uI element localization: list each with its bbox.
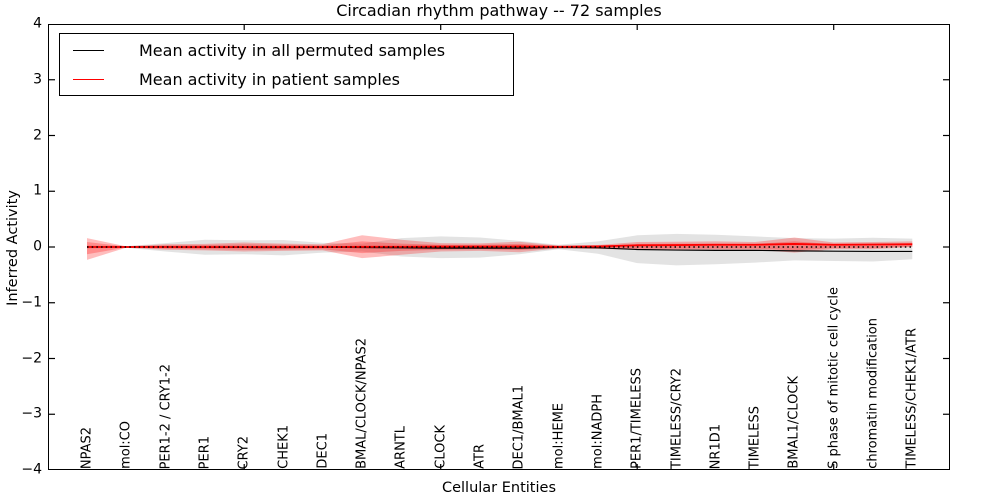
y-tick-label: 3 <box>33 71 42 88</box>
x-category-label: PER1-2 / CRY1-2 <box>158 363 174 469</box>
x-category-label: mol:HEME <box>551 402 567 469</box>
x-category-label: CLOCK <box>433 425 449 469</box>
x-category-label: TIMELESS/CRY2 <box>669 367 684 469</box>
y-tick-label: 2 <box>33 127 42 144</box>
y-tick-label: −3 <box>21 405 42 422</box>
y-tick-label: 0 <box>33 238 42 255</box>
x-category-label: TIMELESS/CHEK1/ATR <box>904 328 920 469</box>
legend-label: Mean activity in all permuted samples <box>139 40 446 60</box>
y-tick-label: 4 <box>33 15 42 32</box>
permuted-samples-range-band <box>87 233 913 266</box>
plot-area <box>48 24 950 470</box>
chart-title: Circadian rhythm pathway -- 72 samples <box>336 1 662 20</box>
x-category-label: ATR <box>472 444 488 469</box>
x-category-label: DEC1/BMAL1 <box>511 384 527 470</box>
x-category-label: PER1 <box>197 435 213 469</box>
x-category-label: TIMELESS <box>747 405 763 469</box>
x-axis-title: Cellular Entities <box>441 480 557 496</box>
legend-line-sample <box>73 78 104 80</box>
x-category-label: PER1/TIMELESS <box>629 368 645 469</box>
x-category-label: DEC1 <box>315 433 331 469</box>
y-tick-label: −2 <box>21 350 42 367</box>
y-tick-label: −4 <box>21 461 42 478</box>
x-category-label: CRY2 <box>236 435 252 470</box>
x-category-label: BMAL1/CLOCK <box>786 376 802 469</box>
legend-line-sample <box>73 49 104 51</box>
x-category-label: mol:NADPH <box>590 394 606 469</box>
x-category-label: NR1D1 <box>708 423 724 469</box>
x-category-label: S phase of mitotic cell cycle <box>826 287 842 469</box>
x-category-label: CHEK1 <box>276 425 291 469</box>
x-category-label: mol:CO <box>118 421 134 469</box>
x-category-label: BMAL/CLOCK/NPAS2 <box>354 338 370 469</box>
x-category-label: NPAS2 <box>79 426 95 469</box>
legend-entry-1: Mean activity in patient samples <box>73 67 513 91</box>
legend: Mean activity in all permuted samples Mea… <box>59 33 514 96</box>
x-category-label: ARNTL <box>393 426 409 469</box>
legend-label: Mean activity in patient samples <box>139 69 400 89</box>
x-category-label: chromatin modification <box>865 318 881 469</box>
legend-entry-0: Mean activity in all permuted samples <box>73 38 513 62</box>
y-tick-label: −1 <box>21 294 42 311</box>
y-tick-label: 1 <box>33 182 42 199</box>
